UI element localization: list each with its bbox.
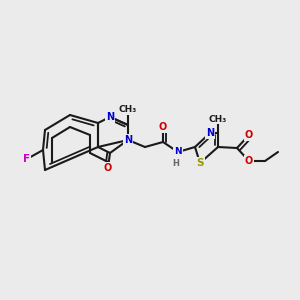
Text: N: N (124, 135, 132, 145)
Text: N: N (206, 128, 214, 138)
Text: F: F (23, 154, 31, 164)
Text: O: O (159, 122, 167, 132)
Text: O: O (245, 130, 253, 140)
Text: S: S (196, 158, 204, 168)
Text: N: N (106, 112, 114, 122)
Text: CH₃: CH₃ (119, 106, 137, 115)
Text: O: O (104, 163, 112, 173)
Text: CH₃: CH₃ (209, 115, 227, 124)
Text: O: O (245, 156, 253, 166)
Text: N: N (174, 148, 182, 157)
Text: H: H (172, 158, 179, 167)
